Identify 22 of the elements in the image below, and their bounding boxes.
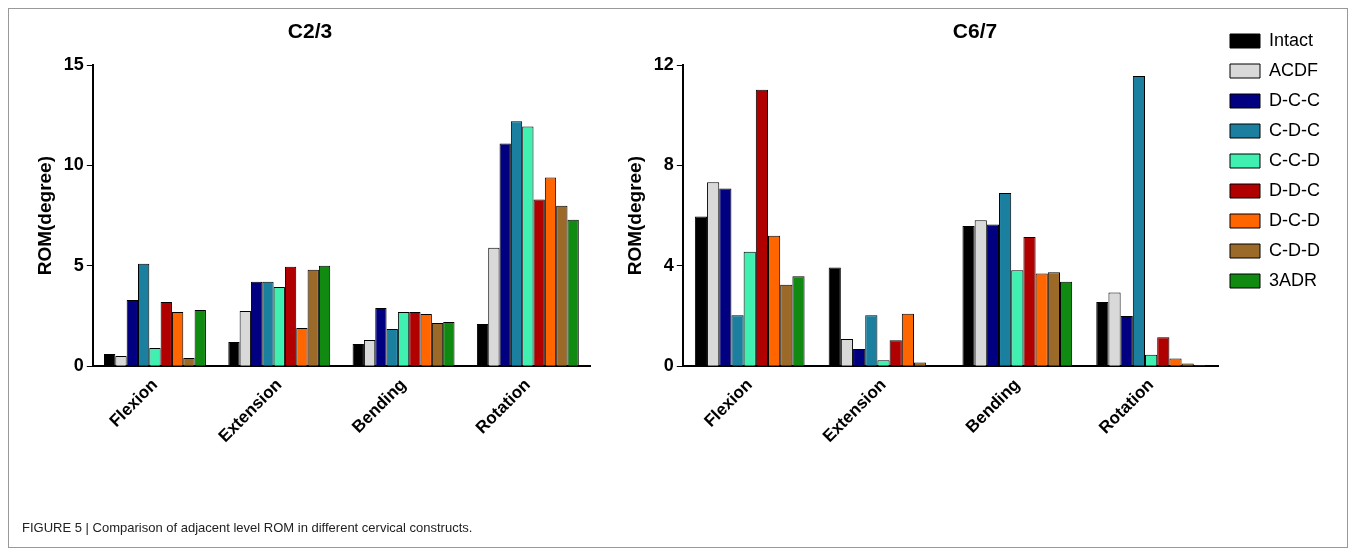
y-tick-label: 4	[663, 254, 674, 275]
y-axis-title: ROM(degree)	[33, 156, 55, 276]
y-tick-label: 8	[663, 154, 674, 175]
y-tick-label: 12	[653, 54, 674, 75]
y-tick-label: 10	[63, 154, 84, 175]
caption: FIGURE 5 | Comparison of adjacent level ROM in different cervical constructs.	[22, 520, 473, 535]
legend-label: ACDF	[1269, 59, 1319, 80]
y-tick-label: 5	[73, 254, 84, 275]
legend-label: 3ADR	[1269, 269, 1318, 290]
legend-label: C-D-D	[1269, 239, 1321, 260]
y-tick-label: 15	[63, 54, 84, 75]
y-axis-title: ROM(degree)	[623, 156, 645, 276]
legend-label: C-D-C	[1269, 119, 1321, 140]
chart-title: C2/3	[287, 19, 333, 43]
y-tick-label: 0	[663, 355, 674, 376]
legend-label: Intact	[1269, 29, 1314, 50]
legend-label: D-D-C	[1269, 179, 1321, 200]
legend-label: D-C-C	[1269, 89, 1321, 110]
legend-label: C-C-D	[1269, 149, 1321, 170]
legend-label: D-C-D	[1269, 209, 1321, 230]
y-tick-label: 0	[73, 355, 84, 376]
chart-title: C6/7	[952, 19, 998, 43]
